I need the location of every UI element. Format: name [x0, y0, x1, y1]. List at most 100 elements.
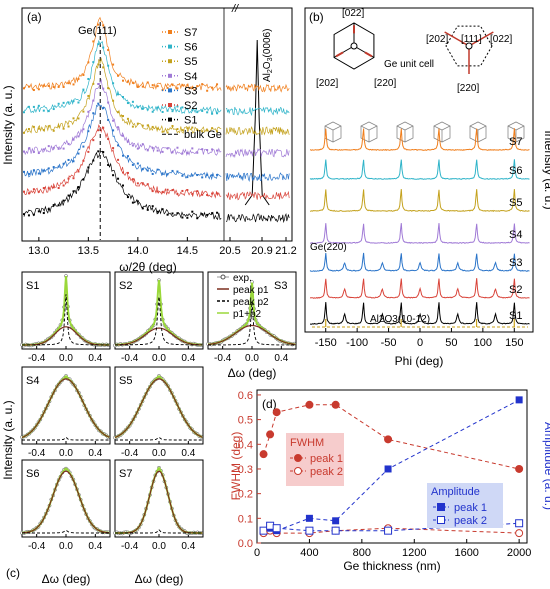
xrd-point-S2: [211, 192, 214, 195]
xrd-point-S5: [117, 111, 120, 114]
xrd-point-S6: [126, 102, 129, 105]
xrd-point-S3: [196, 174, 199, 177]
panel-a: (a) 13.0 13.5 14.0 14.5 20.5 20.9 21.2 Al2O3(00…: [1, 3, 297, 274]
panel-a-label: (a): [27, 10, 42, 24]
xrd-point-S1: [32, 213, 35, 216]
xrd-point-S7: [37, 88, 40, 91]
xrd-point-S4: [216, 149, 219, 152]
cube-edge: [507, 125, 525, 131]
cube-edge: [469, 125, 487, 131]
panel-d-xlabel: Ge thickness (nm): [343, 559, 440, 573]
x-tick-label: -0.4: [121, 541, 139, 552]
xrd-point-S4: [191, 147, 194, 150]
xrd-trace-S2: [23, 124, 222, 199]
xrd-point-S2: [171, 189, 174, 192]
amp-legend-entry: peak 1: [454, 502, 487, 514]
xrd-point-S5: [72, 117, 75, 120]
xrd-point-S2: [52, 186, 55, 189]
xrd-point-S5: [47, 125, 50, 128]
phi-scan-S6: [309, 159, 530, 180]
direction-arrow: [444, 31, 470, 47]
xrd-trace-S5: [23, 57, 222, 134]
xrd-point-S6: [171, 110, 174, 113]
x-tick-label: -0.4: [121, 448, 139, 459]
xrd-point-S3: [62, 162, 65, 165]
xrd-point-S6: [131, 100, 134, 103]
unit-cell-hexagon-dotted: [445, 25, 493, 67]
xrd-point-S2: [136, 182, 139, 185]
xrd-point-S5: [107, 87, 110, 90]
legend-marker: [437, 516, 445, 524]
xrd-point-S7: [131, 81, 134, 84]
xrd-point-S6: [206, 111, 209, 114]
xrd-point-S6: [97, 43, 100, 46]
ge220-label: Ge(220): [310, 242, 347, 253]
panel-d-label: (d): [262, 397, 277, 411]
al2o3-part: Al: [262, 73, 273, 82]
x-tick-label: 0.0: [152, 448, 166, 459]
xrd-point-S4: [32, 150, 35, 153]
xrd-point-S7: [211, 86, 214, 89]
fit-p1-S6: [21, 470, 110, 534]
xrd-point-S1: [23, 213, 25, 216]
xrd-point-S4: [102, 87, 105, 90]
subplot-label-S5: S5: [119, 375, 132, 387]
subplot-label-S4: S4: [26, 375, 39, 387]
xrd-point-S4: [196, 151, 199, 154]
xrd-point-S4: [67, 142, 70, 145]
xrd-point-S7: [82, 73, 85, 76]
xrd-point-S1: [141, 207, 144, 210]
xrd-point-S1: [42, 212, 45, 215]
xrd-point-S4: [206, 149, 209, 152]
xrd-point-S2: [216, 192, 219, 195]
xrd-point-S1: [82, 178, 85, 181]
xrd-point-S3: [37, 172, 40, 175]
xrd-point-S5: [171, 125, 174, 128]
xrd-point-S2: [37, 190, 40, 193]
xrd-point-S7: [27, 85, 30, 88]
xrd-point-S5: [87, 94, 90, 97]
xrd-point-S7: [77, 77, 80, 80]
xrd-point-S7: [216, 83, 219, 86]
xrd-point-S4: [97, 82, 100, 85]
x-tick-label: -0.4: [28, 541, 46, 552]
legend-entry: bulk Ge: [184, 129, 222, 141]
xrd-point-S5: [176, 128, 179, 131]
x-tick-label: 0.4: [88, 353, 102, 364]
xrd-point-S4: [151, 146, 154, 149]
phi-scan-label-S7: S7: [509, 136, 522, 148]
xrd-point-S1: [126, 196, 129, 199]
xrd-point-S3: [206, 173, 209, 176]
xrd-point-S7: [107, 48, 110, 51]
xrd-point-S7: [176, 87, 179, 90]
ge-unit-cell-label: Ge unit cell: [384, 59, 434, 70]
panel-a-plot: 13.0 13.5 14.0 14.5 20.5 20.9 21.2 Al2O3(0006): [23, 8, 297, 257]
al2o3-part: 3: [267, 57, 274, 61]
xrd-point-S5: [141, 124, 144, 127]
xrd-point-S3: [67, 158, 70, 161]
xrd-point-S2: [151, 190, 154, 193]
xrd-point-S1: [62, 199, 65, 202]
xrd-point-S3: [146, 169, 149, 172]
xrd-point-S4: [146, 149, 149, 152]
amp-peak1-point: [332, 517, 340, 525]
xrd-point-S4: [117, 126, 120, 129]
xrd-point-S1: [52, 204, 55, 207]
panel-a-axis-break: //: [231, 3, 239, 15]
xrd-point-S4: [136, 147, 139, 150]
xrd-point-S5: [166, 131, 169, 134]
diagram2-label-right: [022]: [490, 34, 512, 45]
xrd-point-S2: [112, 147, 115, 150]
amp-peak2-point: [384, 526, 393, 535]
xrd-point-S6: [77, 101, 80, 104]
panel-a-xlabel: ω/2θ (deg): [119, 260, 176, 274]
phi-scan-label-S5: S5: [509, 197, 522, 209]
xrd-point-S2: [102, 126, 105, 129]
xrd-point-S7: [126, 80, 129, 83]
xrd-point-S6: [27, 105, 30, 108]
x-tick-label: 0: [254, 547, 260, 559]
xrd-point-S1: [117, 177, 120, 180]
legend-entry: peak p1: [233, 285, 269, 296]
xrd-point-S6: [107, 64, 110, 67]
xrd-point-S1: [176, 212, 179, 215]
